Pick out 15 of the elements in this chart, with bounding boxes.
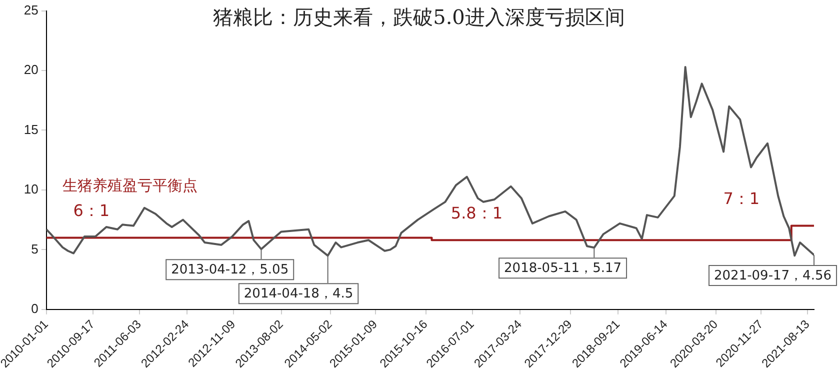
y-tick-label: 0 bbox=[31, 300, 38, 316]
annotation: 5.8：1 bbox=[450, 203, 503, 222]
annotation: 生猪养殖盈亏平衡点 bbox=[62, 176, 198, 194]
annotation: 2021-09-17，4.56 bbox=[714, 268, 832, 284]
annotation: 7：1 bbox=[723, 188, 760, 208]
annotation: 2018-05-11，5.17 bbox=[504, 261, 622, 276]
y-tick-label: 15 bbox=[24, 122, 38, 137]
y-tick-label: 5 bbox=[31, 241, 38, 256]
chart-title: 猪粮比：历史来看，跌破5.0进入深度亏损区间 bbox=[213, 5, 625, 29]
annotation: 6：1 bbox=[73, 200, 110, 220]
annotation: 2014-04-18，4.5 bbox=[244, 286, 354, 302]
annotation: 2013-04-12，5.05 bbox=[171, 262, 289, 278]
y-tick-label: 25 bbox=[24, 2, 38, 18]
y-tick-label: 10 bbox=[24, 182, 38, 197]
y-tick-label: 20 bbox=[24, 62, 38, 78]
